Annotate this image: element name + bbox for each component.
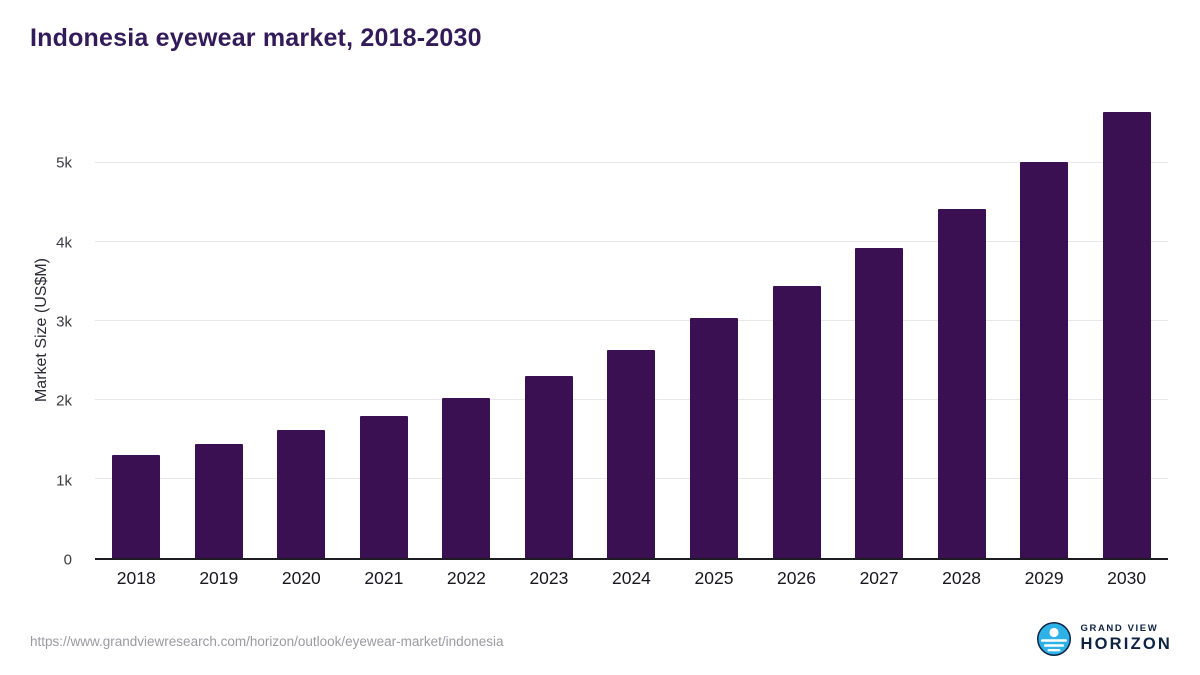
bar bbox=[112, 455, 161, 558]
x-tick-label: 2020 bbox=[281, 568, 321, 588]
bar-column bbox=[508, 100, 591, 558]
bar bbox=[442, 397, 491, 558]
y-axis-ticks: 0 1k 2k 3k 4k 5k bbox=[0, 100, 86, 569]
x-tick-label: 2023 bbox=[529, 568, 569, 588]
y-tick-label: 4k bbox=[56, 234, 72, 252]
x-tick-label: 2024 bbox=[611, 568, 651, 588]
gridline bbox=[95, 162, 1168, 164]
brand-name-bottom: HORIZON bbox=[1080, 634, 1172, 653]
brand-logo: GRAND VIEW HORIZON bbox=[1036, 621, 1172, 657]
bar-column bbox=[673, 100, 756, 558]
bar-column bbox=[95, 100, 178, 558]
x-tick-label: 2030 bbox=[1107, 568, 1147, 588]
brand-name-top: GRAND VIEW bbox=[1080, 623, 1159, 635]
bar-column bbox=[260, 100, 343, 558]
x-axis-labels: 2018 2019 2020 2021 2022 2023 2024 2025 2026 2027… bbox=[95, 568, 1168, 589]
bar bbox=[1020, 162, 1069, 558]
bar bbox=[689, 317, 738, 558]
bar bbox=[524, 376, 573, 558]
bar bbox=[194, 443, 243, 558]
bar bbox=[937, 208, 986, 558]
source-url: https://www.grandviewresearch.com/horizo… bbox=[30, 634, 504, 649]
bar-column bbox=[838, 100, 921, 558]
bar bbox=[607, 349, 656, 558]
y-tick-label: 1k bbox=[56, 472, 72, 490]
x-tick-label: 2025 bbox=[694, 568, 734, 588]
bar bbox=[855, 248, 904, 558]
x-tick-label: 2029 bbox=[1024, 568, 1064, 588]
y-tick-label: 3k bbox=[56, 313, 72, 331]
bar-column bbox=[178, 100, 261, 558]
x-tick-label: 2018 bbox=[116, 568, 156, 588]
bar-column bbox=[920, 100, 1003, 558]
gridline bbox=[95, 241, 1168, 243]
bars-layer bbox=[95, 100, 1168, 558]
x-tick-label: 2026 bbox=[777, 568, 816, 588]
x-tick-label: 2027 bbox=[859, 568, 899, 588]
horizon-logo-icon bbox=[1036, 622, 1071, 656]
x-tick-label: 2021 bbox=[364, 568, 404, 588]
plot-area bbox=[95, 100, 1168, 560]
bar bbox=[1102, 111, 1151, 558]
bar bbox=[772, 285, 821, 558]
bar bbox=[359, 415, 408, 558]
y-tick-label: 2k bbox=[56, 392, 72, 410]
y-tick-label: 0 bbox=[63, 551, 72, 569]
bar-column bbox=[343, 100, 426, 558]
bar-column bbox=[1003, 100, 1086, 558]
chart-title: Indonesia eyewear market, 2018-2030 bbox=[30, 24, 482, 52]
x-tick-label: 2019 bbox=[199, 568, 239, 588]
bar-column bbox=[425, 100, 508, 558]
x-tick-label: 2022 bbox=[446, 568, 486, 588]
bar-column bbox=[590, 100, 673, 558]
y-tick-label: 5k bbox=[56, 154, 72, 172]
bar-column bbox=[1085, 100, 1168, 558]
bar-column bbox=[755, 100, 838, 558]
brand-text: GRAND VIEW HORIZON bbox=[1080, 623, 1172, 654]
gridline bbox=[95, 320, 1168, 322]
bar bbox=[277, 430, 326, 558]
x-tick-label: 2028 bbox=[942, 568, 982, 588]
